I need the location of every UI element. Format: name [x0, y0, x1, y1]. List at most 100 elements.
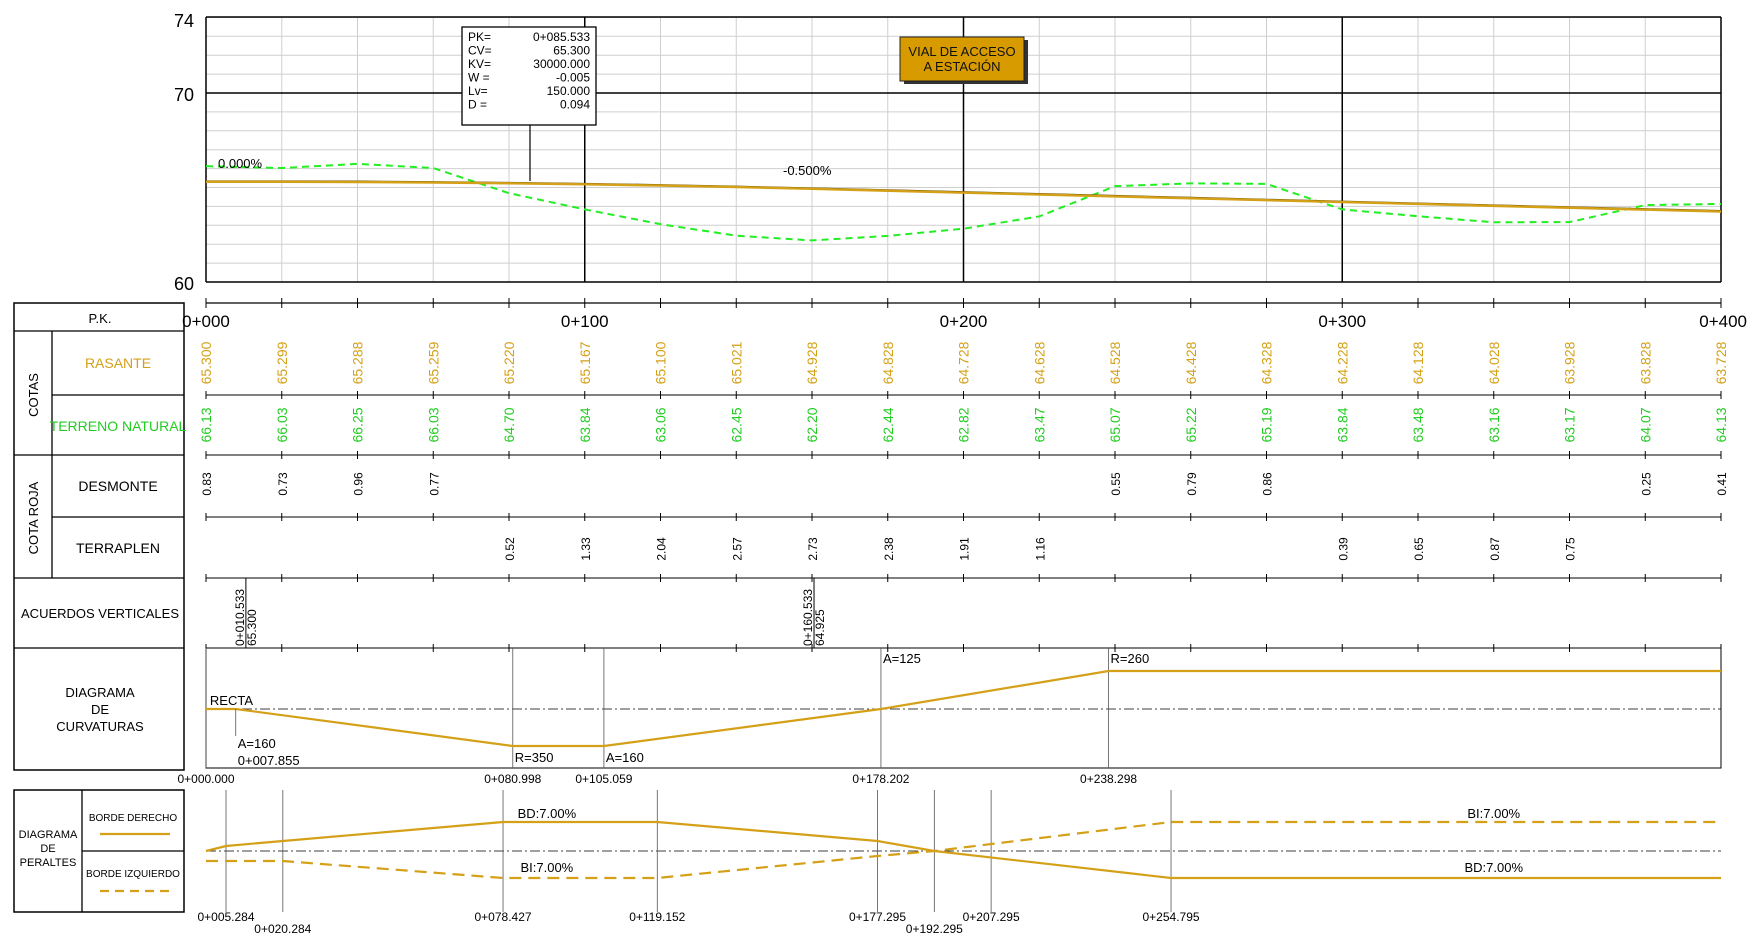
terreno-value: 63.84 — [1334, 407, 1350, 442]
terreno-value: 62.44 — [880, 407, 896, 442]
terreno-value: 66.25 — [350, 407, 366, 442]
info-key: Lv= — [468, 84, 488, 98]
terreno-value: 63.16 — [1486, 407, 1502, 442]
terraplen-row-label: TERRAPLEN — [76, 540, 160, 556]
terraplen-value: 0.75 — [1564, 537, 1578, 561]
terreno-value: 63.47 — [1031, 407, 1047, 442]
rasante-value: 64.928 — [804, 341, 820, 384]
curvature-text: 0+007.855 — [238, 753, 300, 768]
terreno-value: 62.82 — [956, 407, 972, 442]
borde-izquierdo-line — [206, 820, 1721, 880]
acuerdo-elev: 65.300 — [245, 609, 259, 646]
curvature-pk: 0+080.998 — [484, 772, 541, 786]
info-key: D = — [468, 98, 487, 112]
terraplen-value: 2.04 — [655, 537, 669, 561]
rasante-value: 65.220 — [501, 341, 517, 384]
rasante-value: 64.428 — [1183, 341, 1199, 384]
cotas-group-label: COTAS — [26, 373, 41, 417]
rasante-value: 64.128 — [1410, 341, 1426, 384]
curvature-pk: 0+238.298 — [1080, 772, 1137, 786]
curvature-pk: 0+178.202 — [852, 772, 909, 786]
terreno-value: 66.03 — [274, 407, 290, 442]
borde-izquierdo-label: BORDE IZQUIERDO — [86, 869, 180, 880]
terreno-value: 62.20 — [804, 407, 820, 442]
info-key: PK= — [468, 30, 491, 44]
curvature-text: A=125 — [883, 651, 921, 666]
acuerdos-row-label: ACUERDOS VERTICALES — [21, 606, 179, 621]
info-value: 0+085.533 — [533, 30, 590, 44]
terreno-value: 65.22 — [1183, 407, 1199, 442]
info-value: 0.094 — [560, 98, 590, 112]
terraplen-value: 1.33 — [579, 537, 593, 561]
table-rows: 65.300 65.299 65.288 65.259 65.220 65.167 65.1… — [198, 341, 1729, 652]
terraplen-value: 2.57 — [730, 537, 744, 561]
info-value: -0.005 — [556, 71, 590, 85]
peralte-pk: 0+119.152 — [629, 910, 685, 924]
rasante-value: 65.167 — [577, 341, 593, 384]
curvature-text: A=160 — [606, 750, 644, 765]
rasante-value: 64.028 — [1486, 341, 1502, 384]
pk-axis-label: 0+000 — [182, 312, 230, 331]
info-key: W = — [468, 71, 490, 85]
y-axis-ticks: 74 70 60 — [174, 11, 194, 294]
terreno-value: 64.07 — [1637, 407, 1653, 442]
desmonte-value: 0.79 — [1185, 472, 1199, 496]
badge-line2: A ESTACIÓN — [923, 59, 1000, 74]
peralte-text: BD:7.00% — [1464, 860, 1523, 875]
slope-label-main: -0.500% — [783, 163, 832, 178]
terraplen-value: 1.16 — [1033, 537, 1047, 561]
peralte-pk: 0+005.284 — [197, 910, 254, 924]
peralte-pk: 0+254.795 — [1143, 910, 1200, 924]
badge-line1: VIAL DE ACCESO — [908, 44, 1015, 59]
curvature-pk: 0+000.000 — [177, 772, 234, 786]
acuerdo-elev: 64.925 — [813, 609, 827, 646]
rasante-value: 64.528 — [1107, 341, 1123, 384]
terreno-value: 64.70 — [501, 407, 517, 442]
terreno-value: 65.07 — [1107, 407, 1123, 442]
curvature-pk: 0+105.059 — [575, 772, 632, 786]
cota-roja-group-label: COTA ROJA — [26, 481, 41, 554]
desmonte-value: 0.77 — [427, 472, 441, 496]
terreno-value: 63.17 — [1562, 407, 1578, 442]
peraltes-label-3: PERALTES — [20, 857, 77, 869]
rasante-value: 65.288 — [350, 341, 366, 384]
y-tick-60: 60 — [174, 274, 194, 294]
info-key: CV= — [468, 44, 492, 58]
terreno-row-label: TERRENO NATURAL — [50, 418, 187, 434]
terraplen-value: 0.65 — [1412, 537, 1426, 561]
terreno-value: 62.45 — [728, 407, 744, 442]
desmonte-row-label: DESMONTE — [78, 478, 157, 494]
rasante-line — [205, 180, 1722, 213]
superelevation-diagram: BD:7.00% BI:7.00% BI:7.00% BD:7.00% 0+005.28… — [197, 790, 1721, 936]
peralte-pk: 0+020.284 — [254, 922, 311, 936]
rasante-value: 65.021 — [728, 341, 744, 384]
terreno-value: 63.48 — [1410, 407, 1426, 442]
info-value: 65.300 — [553, 44, 590, 58]
curvaturas-label-1: DIAGRAMA — [65, 685, 135, 700]
peralte-pk: 0+207.295 — [963, 910, 1020, 924]
terraplen-value: 0.87 — [1488, 537, 1502, 561]
pk-axis-label: 0+100 — [561, 312, 609, 331]
acuerdo-pk: 0+160.533 — [801, 589, 815, 646]
peraltes-label-1: DIAGRAMA — [19, 829, 78, 841]
curvature-frame — [205, 647, 1722, 769]
slope-label-start: 0.000% — [218, 156, 263, 171]
pk-axis-label: 0+400 — [1699, 312, 1747, 331]
peralte-text: BI:7.00% — [1467, 806, 1520, 821]
curvaturas-label-3: CURVATURAS — [56, 719, 144, 734]
peraltes-label-2: DE — [40, 843, 55, 855]
info-value: 150.000 — [547, 84, 591, 98]
slope-labels: 0.000% -0.500% — [218, 156, 832, 178]
desmonte-value: 0.55 — [1109, 472, 1123, 496]
borde-derecho-label: BORDE DERECHO — [89, 813, 178, 824]
curvature-text: R=350 — [515, 750, 554, 765]
curvaturas-label-2: DE — [91, 702, 109, 717]
terraplen-value: 1.91 — [958, 537, 972, 561]
rasante-row-label: RASANTE — [85, 355, 151, 371]
rasante-value: 65.259 — [425, 341, 441, 384]
rasante-value: 65.100 — [653, 341, 669, 384]
y-tick-70: 70 — [174, 85, 194, 105]
terraplen-value: 2.38 — [882, 537, 896, 561]
desmonte-value: 0.73 — [276, 472, 290, 496]
